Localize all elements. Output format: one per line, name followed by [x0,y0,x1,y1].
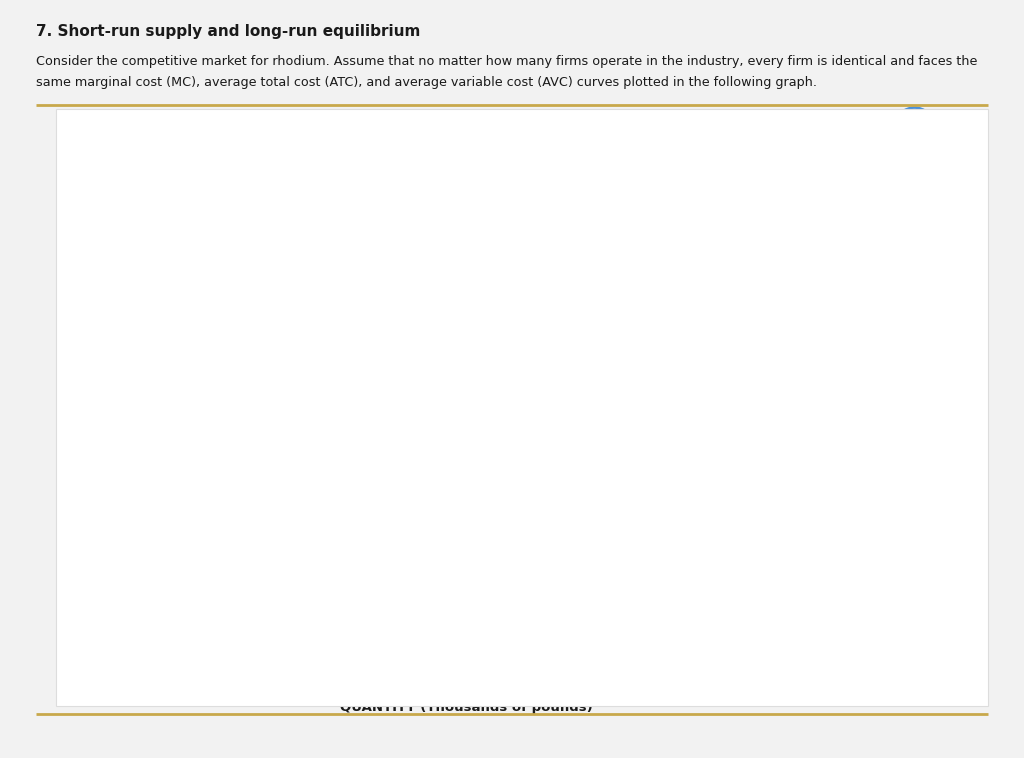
Text: AVC: AVC [354,601,380,615]
Text: MC: MC [203,615,222,628]
Y-axis label: COSTS (Dollars per pound): COSTS (Dollars per pound) [66,336,78,536]
Text: 7. Short-run supply and long-run equilibrium: 7. Short-run supply and long-run equilib… [36,24,420,39]
Text: ATC: ATC [347,503,371,515]
Text: Consider the competitive market for rhodium. Assume that no matter how many firm: Consider the competitive market for rhod… [36,55,977,67]
Text: ?: ? [909,117,920,136]
Circle shape [896,108,933,143]
Text: same marginal cost (MC), average total cost (ATC), and average variable cost (AV: same marginal cost (MC), average total c… [36,76,817,89]
X-axis label: QUANTITY (Thousands of pounds): QUANTITY (Thousands of pounds) [340,701,592,714]
